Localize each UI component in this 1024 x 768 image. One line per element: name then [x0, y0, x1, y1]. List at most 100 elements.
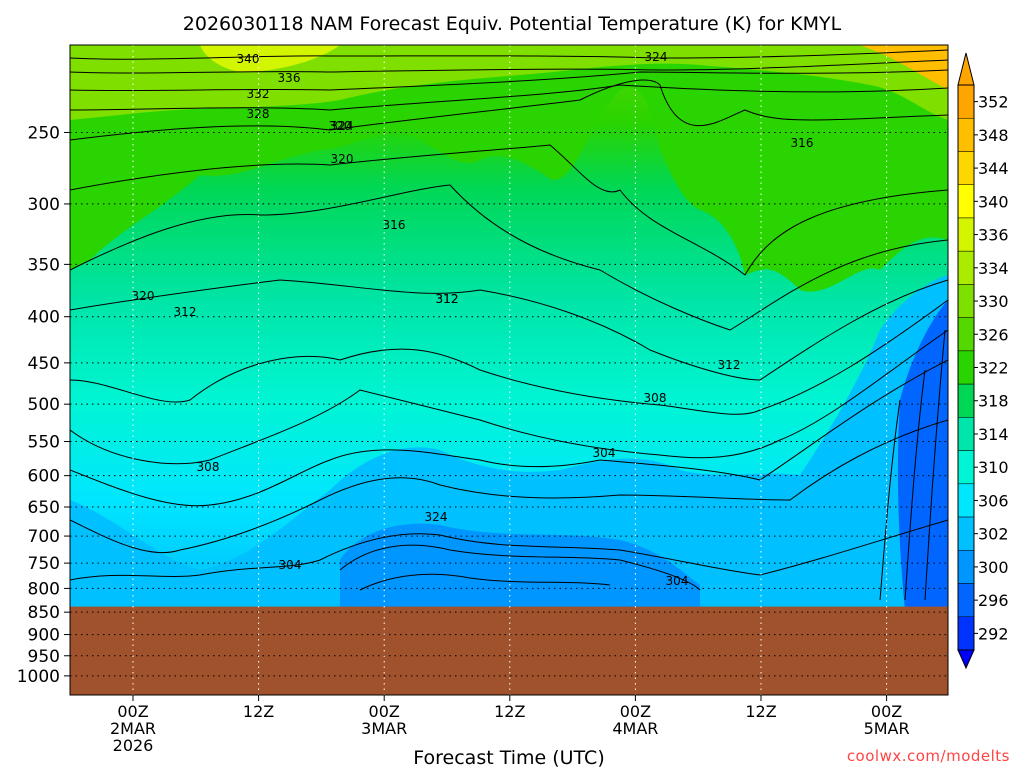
- colorbar-tick-label: 340: [978, 192, 1009, 211]
- y-tick-label: 800: [28, 579, 60, 599]
- contour-label: 312: [174, 305, 197, 319]
- colorbar-band: [957, 217, 975, 252]
- colorbar-tick-label: 302: [978, 525, 1009, 544]
- colorbar-tick-label: 314: [978, 425, 1009, 444]
- y-tick-label: 450: [28, 354, 60, 374]
- y-tick-label: 900: [28, 626, 60, 646]
- colorbar-band: [957, 417, 975, 451]
- colorbar-tick-label: 352: [978, 93, 1009, 112]
- colorbar-arrow-bottom: [957, 649, 975, 670]
- contour-label: 308: [197, 460, 220, 474]
- below-ground: [70, 606, 948, 695]
- contour-label: 340: [237, 52, 260, 66]
- x-tick-label: 2026: [113, 736, 154, 755]
- x-tick-label: 00Z: [871, 702, 902, 721]
- colorbar-tick-label: 300: [978, 558, 1009, 577]
- x-axis-title: Forecast Time (UTC): [413, 747, 604, 768]
- y-tick-label: 250: [28, 123, 60, 143]
- colorbar-tick-label: 310: [978, 458, 1009, 477]
- pressure-grid: [70, 131, 948, 677]
- colorbar-tick-label: 306: [978, 491, 1009, 510]
- credit-text: coolwx.com/modelts: [847, 747, 1010, 765]
- contour-label: 304: [593, 446, 616, 460]
- y-tick-label: 350: [28, 255, 60, 275]
- x-tick-label: 12Z: [745, 702, 776, 721]
- contour-label: 324: [425, 510, 448, 524]
- contour-label: 316: [383, 218, 406, 232]
- colorbar-band: [957, 583, 975, 618]
- contour-label: 332: [247, 87, 270, 101]
- field-peak-tl: [200, 45, 340, 72]
- colorbar-tick-label: 336: [978, 226, 1009, 245]
- y-tick-label: 500: [28, 395, 60, 415]
- colorbar-tick-label: 296: [978, 591, 1009, 610]
- colorbar-band: [957, 450, 975, 485]
- colorbar-tick-label: 334: [978, 259, 1009, 278]
- contour-lines: [70, 49, 948, 601]
- contour-label: 324: [331, 119, 354, 133]
- chart-title: 2026030118 NAM Forecast Equiv. Potential…: [183, 13, 842, 35]
- colorbar-band: [957, 184, 975, 219]
- contour-label: 304: [279, 558, 302, 572]
- colorbar-band: [957, 550, 975, 584]
- y-tick-label: 950: [28, 647, 60, 667]
- colorbar-tick-label: 292: [978, 624, 1009, 643]
- colorbar-band: [957, 151, 975, 185]
- contour-label: 324: [645, 50, 668, 64]
- y-axis: 250 300 350 400 450 500 550 600 650 700 750 800 850 9…: [17, 123, 70, 687]
- colorbar-tick-label: 344: [978, 159, 1009, 178]
- y-tick-label: 850: [28, 603, 60, 623]
- colorbar-tick-label: 348: [978, 126, 1009, 145]
- field-lower-layer: [70, 275, 948, 610]
- colorbar-band: [957, 117, 975, 152]
- y-tick-label: 400: [28, 308, 60, 328]
- y-tick-label: 750: [28, 554, 60, 574]
- colorbar: 352 348 344 340 336 334 330 326 322 318 314 310 306 3…: [957, 52, 1009, 670]
- x-tick-label: 2MAR: [110, 719, 156, 738]
- plot-frame: [69, 44, 949, 696]
- field-upper-layer: [70, 45, 948, 292]
- contour-label-group: 3403363323283243203163123083043243243163…: [132, 50, 814, 588]
- x-tick-label: 00Z: [117, 702, 148, 721]
- contour-label: 312: [718, 358, 741, 372]
- colorbar-band: [957, 383, 975, 418]
- y-tick-label: 700: [28, 527, 60, 547]
- colorbar-tick-label: 322: [978, 359, 1009, 378]
- colorbar-band: [957, 317, 975, 352]
- x-tick-label: 00Z: [620, 702, 651, 721]
- x-tick-label: 00Z: [369, 702, 400, 721]
- contour-label: 320: [132, 289, 155, 303]
- contour-label: 336: [278, 71, 301, 85]
- y-tick-label: 600: [28, 467, 60, 487]
- contour-label: 320: [329, 119, 352, 133]
- contour-label: 316: [791, 136, 814, 150]
- colorbar-band: [957, 483, 975, 518]
- contour-label: 328: [247, 107, 270, 121]
- colorbar-band: [957, 84, 975, 119]
- x-tick-label: 5MAR: [864, 719, 910, 738]
- colorbar-band: [957, 616, 975, 651]
- y-tick-label: 1000: [17, 667, 60, 687]
- contour-label: 312: [436, 292, 459, 306]
- contour-label: 312: [436, 292, 459, 306]
- colorbar-tick-label: 326: [978, 325, 1009, 344]
- y-tick-label: 550: [28, 433, 60, 453]
- contour-label: 304: [666, 574, 689, 588]
- colorbar-band: [957, 350, 975, 385]
- x-tick-label: 12Z: [243, 702, 274, 721]
- x-tick-label: 12Z: [494, 702, 525, 721]
- time-grid: [132, 45, 888, 695]
- y-tick-label: 300: [28, 195, 60, 215]
- colorbar-arrow-top: [957, 52, 975, 86]
- contour-label: 320: [331, 152, 354, 166]
- plot-area: 3403363323283243203163123083043243243163…: [70, 45, 948, 695]
- field-cold-east: [897, 300, 948, 610]
- colorbar-band: [957, 516, 975, 551]
- y-tick-label: 650: [28, 498, 60, 518]
- colorbar-tick-label: 330: [978, 292, 1009, 311]
- contour-label: 308: [644, 391, 667, 405]
- colorbar-band: [957, 250, 975, 285]
- colorbar-band: [957, 284, 975, 318]
